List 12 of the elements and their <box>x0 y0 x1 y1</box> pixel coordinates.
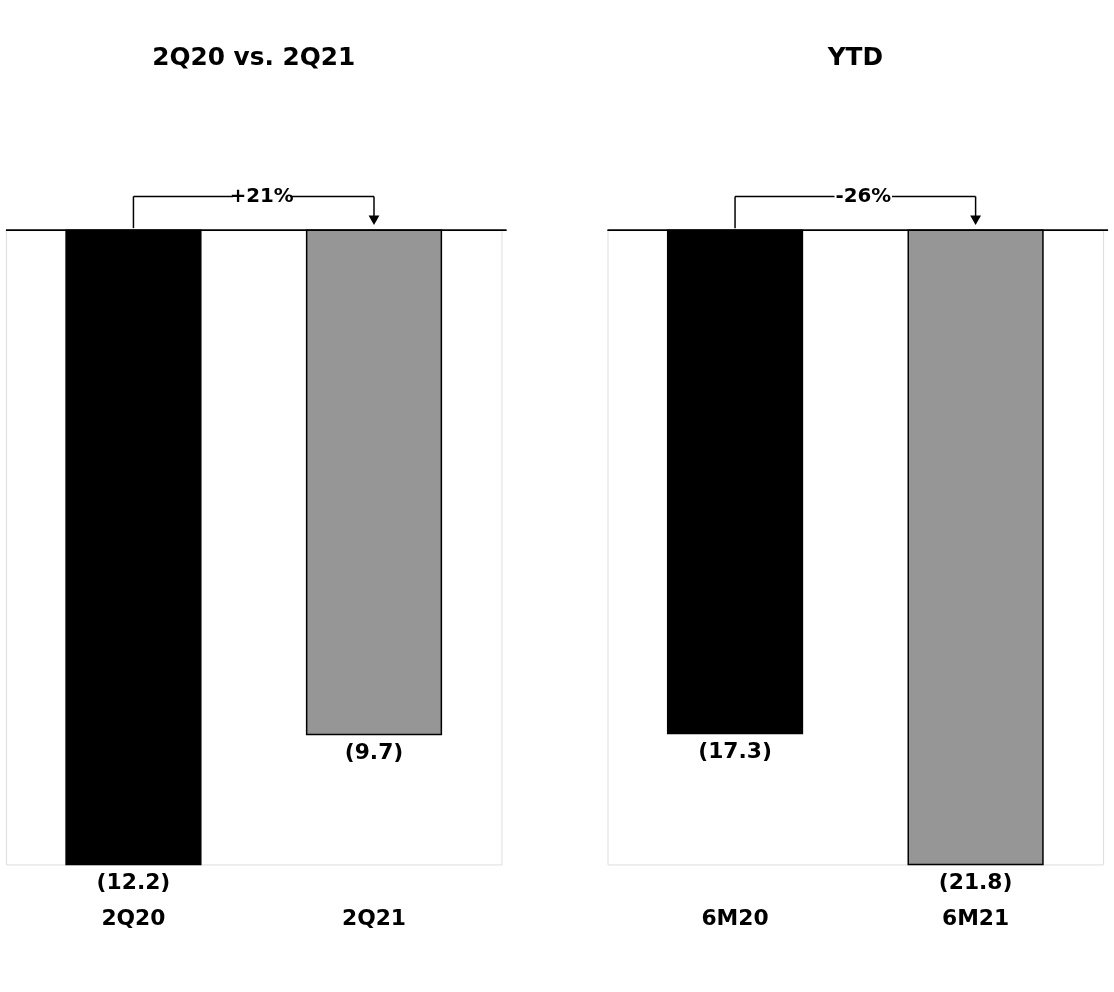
x-tick-label: 2Q21 <box>341 905 407 931</box>
data-label: (9.7) <box>344 739 404 765</box>
x-tick-label: 6M20 <box>701 905 769 931</box>
chart-title: 2Q20 vs. 2Q21 <box>152 41 356 71</box>
data-label: (17.3) <box>698 738 772 764</box>
text: -26% <box>835 184 892 208</box>
text: +21% <box>229 184 294 208</box>
x-tick-label: 2Q20 <box>101 905 166 931</box>
data-label: (12.2) <box>96 869 171 895</box>
x-tick-label: 6M21 <box>942 905 1010 931</box>
chart-title: YTD <box>826 41 884 71</box>
data-label: (21.8) <box>938 869 1013 895</box>
